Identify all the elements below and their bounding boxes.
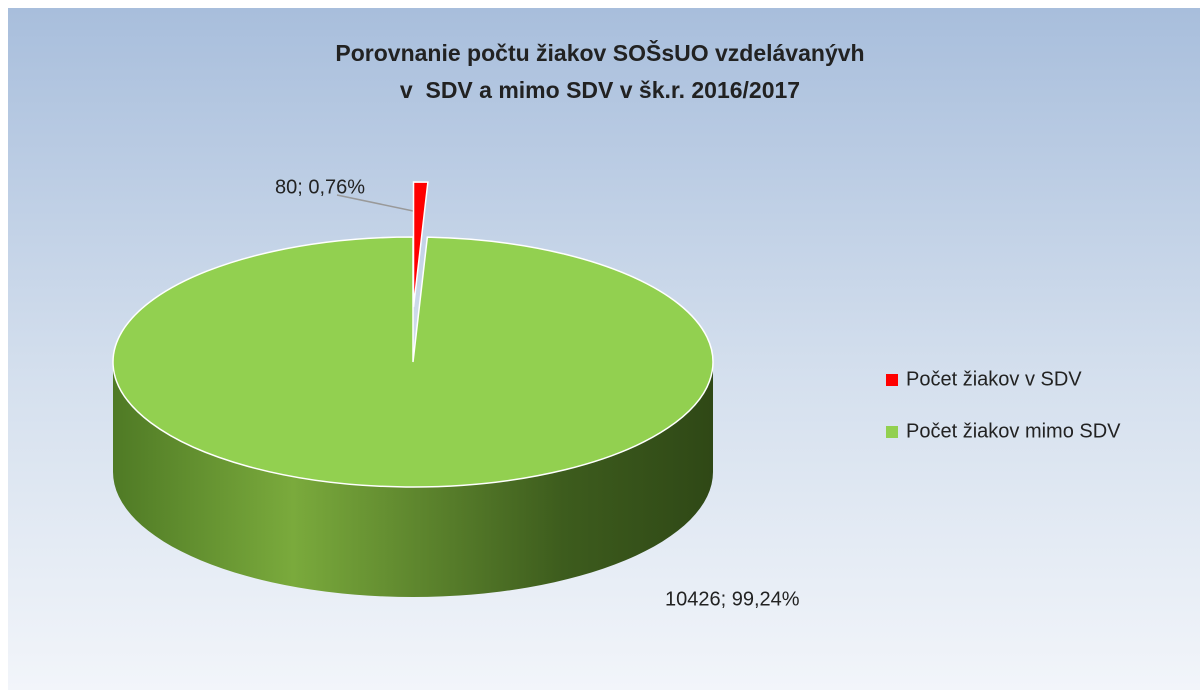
data-label: 80; 0,76% — [275, 176, 365, 198]
pie-side — [113, 362, 713, 597]
legend-swatch — [886, 426, 898, 438]
legend-swatch — [886, 374, 898, 386]
data-label: 10426; 99,24% — [665, 588, 800, 610]
pie-slice — [112, 236, 714, 488]
pie-slice — [412, 181, 429, 308]
legend-label: Počet žiakov mimo SDV — [906, 420, 1121, 442]
legend-label: Počet žiakov v SDV — [906, 368, 1082, 390]
chart-title: v SDV a mimo SDV v šk.r. 2016/2017 — [400, 77, 800, 103]
leader-line — [336, 194, 419, 213]
chart-title: Porovnanie počtu žiakov SOŠsUO vzdelávan… — [335, 39, 864, 66]
